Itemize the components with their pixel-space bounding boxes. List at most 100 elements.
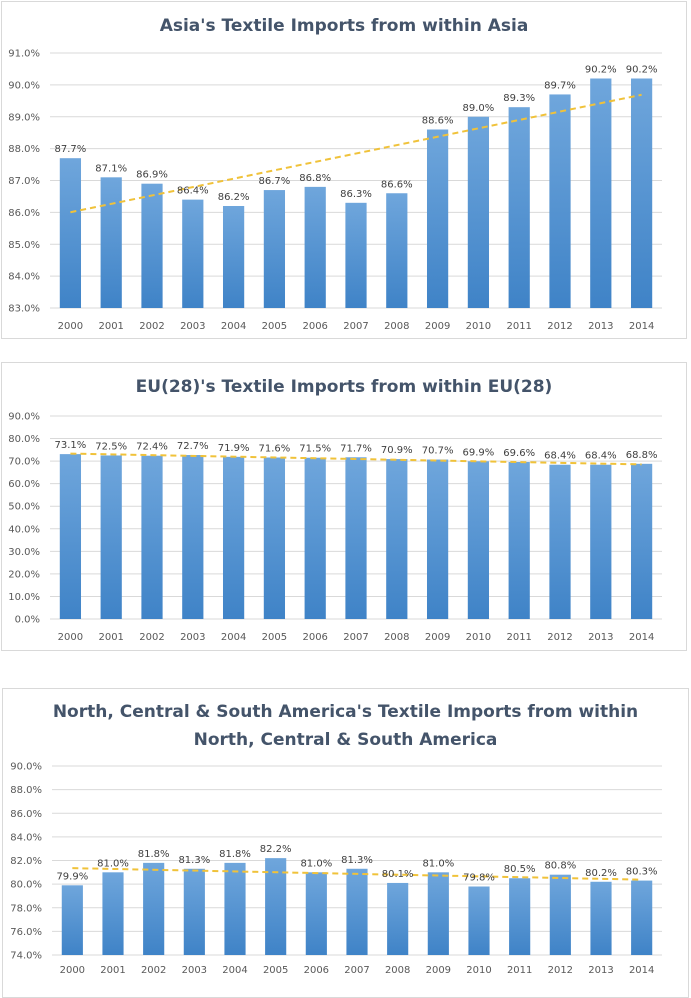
x-tick-label: 2008	[384, 321, 409, 332]
y-tick-label: 88.0%	[10, 785, 42, 796]
bar-2011	[508, 107, 530, 308]
bar-2000	[59, 454, 82, 619]
y-tick-label: 10.0%	[8, 592, 40, 603]
trendline	[70, 93, 642, 214]
x-tick-label: 2012	[547, 321, 572, 332]
bar-2003	[182, 455, 204, 619]
data-label: 71.5%	[299, 444, 331, 455]
chart-eu-plot: 0.0% 10.0% 20.0% 30.0% 40.0% 50.0% 60.0% 70.0% 8…	[8, 412, 662, 643]
y-tick-label: 91.0%	[8, 49, 40, 60]
bar-2013	[590, 78, 612, 308]
bar-2012	[549, 874, 571, 955]
bar-2007	[346, 868, 368, 955]
trendline	[72, 867, 642, 881]
data-label: 71.6%	[259, 444, 291, 455]
bar-2012	[549, 94, 571, 308]
chart-title: EU(28)'s Textile Imports from within EU(…	[2, 374, 686, 400]
data-label: 90.2%	[585, 65, 617, 76]
x-tick-label: 2002	[139, 632, 164, 643]
data-label: 86.8%	[299, 173, 331, 184]
trendline	[70, 452, 642, 466]
data-label: 80.5%	[504, 864, 536, 875]
y-tick-label: 87.0%	[8, 176, 40, 187]
x-tick-label: 2009	[425, 321, 450, 332]
data-label: 87.7%	[55, 144, 87, 155]
y-tick-label: 84.0%	[10, 832, 42, 843]
x-tick-label: 2012	[548, 965, 573, 976]
bar-2013	[590, 464, 612, 619]
y-tick-label: 40.0%	[8, 524, 40, 535]
bar-2011	[508, 462, 530, 619]
data-label: 89.7%	[544, 80, 576, 91]
data-label: 79.8%	[463, 872, 495, 883]
bar-2008	[386, 193, 408, 308]
y-tick-label: 90.0%	[8, 80, 40, 91]
bar-2010	[467, 461, 490, 619]
x-tick-label: 2000	[58, 632, 83, 643]
x-tick-label: 2010	[466, 321, 491, 332]
x-tick-label: 2000	[60, 965, 85, 976]
x-tick-label: 2004	[222, 965, 247, 976]
x-tick-label: 2011	[506, 632, 531, 643]
bar-2006	[304, 457, 326, 619]
y-tick-label: 50.0%	[8, 502, 40, 513]
bar-2008	[386, 459, 408, 619]
chart-title-line: North, Central & South America	[193, 730, 498, 750]
x-tick-label: 2013	[588, 965, 613, 976]
x-tick-label: 2014	[629, 632, 654, 643]
bar-2009	[427, 872, 449, 955]
y-tick-label: 20.0%	[8, 569, 40, 580]
bar-2007	[345, 202, 367, 308]
bar-2008	[387, 882, 409, 955]
data-label: 72.7%	[177, 441, 209, 452]
y-tick-label: 88.0%	[8, 144, 40, 155]
x-tick-label: 2003	[180, 632, 205, 643]
bar-2004	[222, 206, 245, 308]
y-tick-label: 60.0%	[8, 479, 40, 490]
chart-title-line: Asia's Textile Imports from within Asia	[159, 16, 529, 36]
x-tick-label: 2002	[141, 965, 166, 976]
x-tick-label: 2003	[180, 321, 205, 332]
x-tick-label: 2014	[629, 321, 654, 332]
x-tick-label: 2013	[588, 632, 613, 643]
bar-2001	[102, 872, 124, 955]
data-label: 86.6%	[381, 179, 413, 190]
bar-2000	[59, 158, 82, 308]
x-tick-label: 2007	[343, 321, 368, 332]
chart-asia-plot: 83.0% 84.0% 85.0% 86.0% 87.0% 88.0% 89.0% 90.0%…	[8, 49, 662, 332]
data-label: 82.2%	[260, 844, 292, 855]
y-tick-label: 0.0%	[15, 615, 40, 626]
data-label: 89.0%	[463, 103, 495, 114]
data-label: 81.3%	[178, 855, 210, 866]
x-tick-label: 2009	[425, 632, 450, 643]
bar-2006	[305, 872, 327, 955]
x-tick-label: 2010	[466, 632, 491, 643]
chart-title-line: EU(28)'s Textile Imports from within EU(…	[135, 377, 553, 397]
bar-2001	[100, 177, 122, 308]
data-label: 72.4%	[136, 442, 168, 453]
data-label: 80.1%	[382, 869, 414, 880]
data-label: 73.1%	[55, 440, 87, 451]
x-tick-label: 2007	[343, 632, 368, 643]
y-tick-label: 90.0%	[10, 762, 42, 773]
bar-2006	[304, 186, 326, 308]
y-tick-label: 30.0%	[8, 547, 40, 558]
y-tick-label: 76.0%	[10, 927, 42, 938]
x-tick-label: 2005	[263, 965, 288, 976]
x-tick-label: 2006	[304, 965, 329, 976]
x-tick-label: 2011	[506, 321, 531, 332]
x-tick-label: 2014	[629, 965, 654, 976]
x-tick-label: 2002	[139, 321, 164, 332]
x-tick-label: 2003	[182, 965, 207, 976]
bar-2002	[141, 455, 163, 619]
x-tick-label: 2006	[302, 321, 327, 332]
bar-2014	[630, 78, 653, 308]
y-tick-label: 82.0%	[10, 856, 42, 867]
y-tick-label: 84.0%	[8, 272, 40, 283]
x-tick-label: 2011	[507, 965, 532, 976]
x-tick-label: 2004	[221, 321, 246, 332]
data-label: 86.4%	[177, 186, 209, 197]
data-label: 81.0%	[300, 858, 332, 869]
bar-2000	[61, 885, 83, 955]
y-tick-label: 89.0%	[8, 112, 40, 123]
